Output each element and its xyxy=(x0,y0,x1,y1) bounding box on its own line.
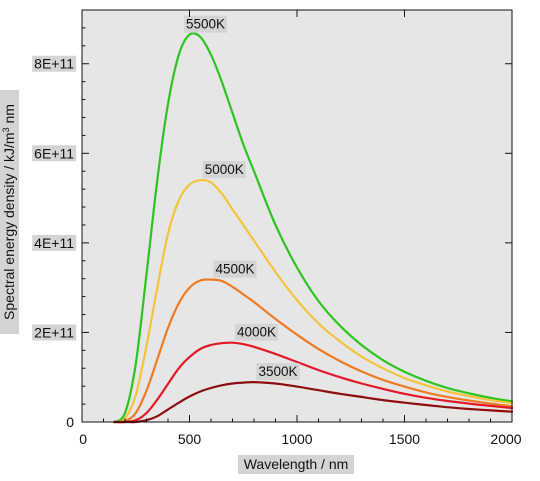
series-label-text: 3500K xyxy=(258,364,297,379)
series-label-text: 4000K xyxy=(237,325,276,340)
series-label-3500k: 3500K xyxy=(256,363,300,381)
y-tick-label: 2E+11 xyxy=(32,324,77,341)
x-tick-label: 2000 xyxy=(490,431,521,447)
y-tick-label: 8E+11 xyxy=(32,55,77,72)
x-tick-label: 1500 xyxy=(389,431,420,447)
series-label-background xyxy=(256,363,300,381)
y-tick-label-text: 6E+11 xyxy=(34,145,74,161)
series-label-background xyxy=(234,323,279,341)
series-label-5000k: 5000K xyxy=(202,161,246,179)
y-tick-label: 6E+11 xyxy=(32,145,77,162)
y-tick-label-text: 0 xyxy=(66,414,74,430)
series-line-5500k xyxy=(113,32,514,424)
y-tick-label-background xyxy=(32,145,77,162)
y-axis-title: Spectral energy density / kJ/m3 nm xyxy=(0,90,19,334)
y-tick-label: 4E+11 xyxy=(32,234,77,251)
x-axis: 0 500 1000 1500 2000 xyxy=(79,10,522,447)
series-label-text: 5000K xyxy=(205,162,244,177)
x-tick-label: 1000 xyxy=(281,431,312,447)
x-tick-label: 0 xyxy=(79,431,87,447)
series-label-background xyxy=(183,15,228,33)
y-tick-label-background xyxy=(32,234,77,251)
y-axis-title-background xyxy=(0,90,19,334)
series-label-4000k: 4000K xyxy=(234,323,279,341)
y-tick-label-text: 2E+11 xyxy=(34,324,74,340)
y-tick-label-background xyxy=(32,324,77,341)
series-label-text: 4500K xyxy=(215,262,254,277)
series-line-4500k xyxy=(113,278,514,424)
x-axis-title: Wavelength / nm xyxy=(238,455,354,474)
x-tick-label: 500 xyxy=(178,431,202,447)
series-label-4500k: 4500K xyxy=(213,260,257,278)
series-line-5000k xyxy=(113,178,514,424)
x-axis-title-background xyxy=(238,455,354,474)
plot-area-background xyxy=(82,10,512,422)
series-label-5500k: 5500K xyxy=(183,15,228,33)
x-axis-title-text: Wavelength / nm xyxy=(244,456,349,472)
y-tick-label: 0 xyxy=(66,414,74,430)
series-label-background xyxy=(202,161,246,179)
y-axis: 0 2E+11 4E+11 6E+11 8E+11 xyxy=(32,27,512,430)
y-tick-label-background xyxy=(32,55,77,72)
y-tick-label-text: 4E+11 xyxy=(34,235,74,251)
series-line-3500k xyxy=(113,380,514,424)
series-line-4000k xyxy=(113,341,514,424)
y-axis-title-text: Spectral energy density / kJ/m3 nm xyxy=(1,104,17,320)
y-tick-label-text: 8E+11 xyxy=(34,56,74,72)
curves-layer xyxy=(113,32,514,424)
series-label-background xyxy=(213,260,257,278)
curve-labels-layer: 5500K 5000K 4500K 4000K 3500K xyxy=(183,15,300,381)
series-label-text: 5500K xyxy=(186,17,225,32)
